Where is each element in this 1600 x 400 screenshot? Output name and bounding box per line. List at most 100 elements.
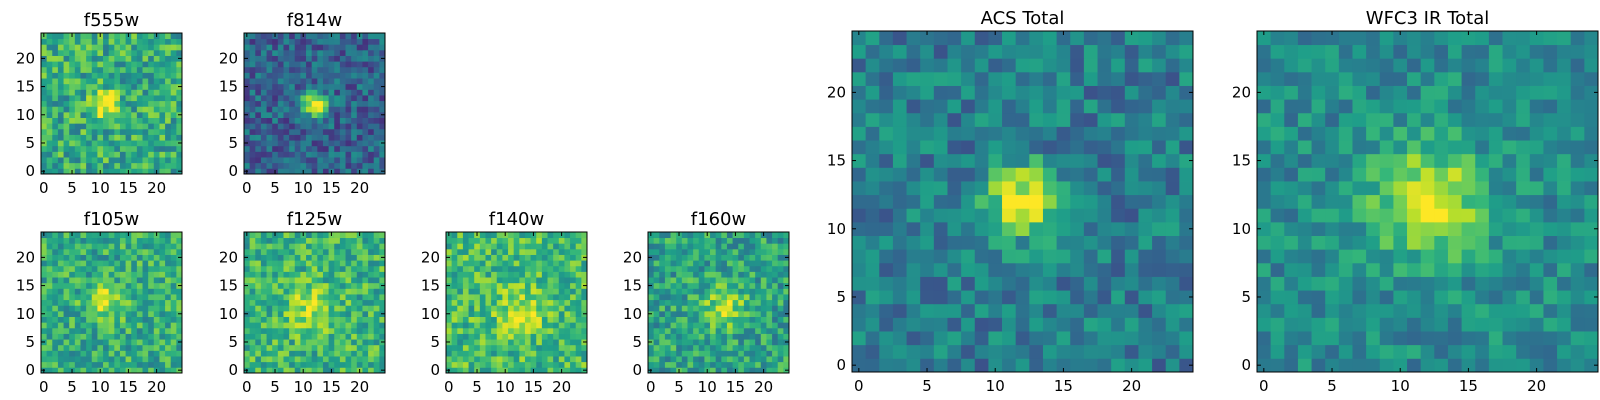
heatmap-cell [670,305,677,312]
heatmap-cell [46,117,53,124]
heatmap-cell [249,145,256,152]
heatmap-cell [496,260,503,267]
heatmap-cell [1516,344,1531,359]
heatmap-cell [131,140,138,147]
heatmap-cell [687,299,694,306]
heatmap-cell [306,106,313,113]
heatmap-cell [136,106,143,113]
heatmap-cell [97,237,104,244]
heatmap-cell [153,49,160,56]
heatmap-cell [57,128,64,135]
heatmap-cell [1529,303,1544,318]
heatmap-cell [508,350,515,357]
heatmap-cell [732,344,739,351]
heatmap-cell [63,145,70,152]
heatmap-cell [715,260,722,267]
heatmap-cell [136,237,143,244]
heatmap-cell [541,316,548,323]
heatmap-cell [755,232,762,239]
heatmap-cell [961,126,976,141]
heatmap-cell [300,265,307,272]
heatmap-cell [704,350,711,357]
heatmap-cell [659,305,666,312]
heatmap-cell [294,305,301,312]
heatmap-cell [125,78,132,85]
heatmap-cell [165,89,172,96]
heatmap-cell [474,288,481,295]
heatmap-cell [648,344,655,351]
heatmap-cell [664,356,671,363]
heatmap-cell [451,248,458,255]
heatmap-cell [961,194,976,209]
heatmap-cell [306,243,313,250]
heatmap-cell [108,248,115,255]
heatmap-cell [852,208,867,223]
heatmap-cell [451,254,458,261]
heatmap-cell [468,232,475,239]
heatmap-cell [97,350,104,357]
heatmap-cell [502,322,509,329]
heatmap-cell [468,356,475,363]
heatmap-cell [255,140,262,147]
heatmap-cell [125,356,132,363]
heatmap-cell [687,316,694,323]
heatmap-cell [1488,221,1503,236]
heatmap-cell [653,327,660,334]
heatmap-cell [125,322,132,329]
heatmap-cell [306,271,313,278]
heatmap-cell [710,344,717,351]
heatmap-cell [52,327,59,334]
heatmap-cell [69,294,76,301]
heatmap-cell [108,288,115,295]
heatmap-cell [339,271,346,278]
heatmap-cell [1111,303,1126,318]
x-tick-label: 15 [726,378,745,396]
y-tick-label: 15 [16,277,35,295]
heatmap-cell [379,305,386,312]
heatmap-cell [114,117,121,124]
heatmap-cell [131,95,138,102]
heatmap-cell [103,111,110,118]
heatmap-cell [1179,85,1194,100]
heatmap-cell [283,361,290,368]
heatmap-cell [530,277,537,284]
heatmap-cell [300,61,307,68]
heatmap-cell [334,145,341,152]
heatmap-cell [1516,358,1531,373]
heatmap-cell [491,367,498,374]
heatmap-cell [249,106,256,113]
heatmap-cell [676,277,683,284]
heatmap-cell [300,145,307,152]
heatmap-cell [693,237,700,244]
heatmap-cell [892,331,907,346]
heatmap-cell [91,78,98,85]
heatmap-cell [153,294,160,301]
heatmap-cell [726,356,733,363]
heatmap-cell [69,117,76,124]
heatmap-cell [653,254,660,261]
heatmap-cell [743,254,750,261]
heatmap-cell [379,33,386,40]
heatmap-cell [362,271,369,278]
heatmap-cell [368,111,375,118]
heatmap-cell [159,134,166,141]
heatmap-cell [653,339,660,346]
heatmap-cell [103,339,110,346]
heatmap-cell [715,344,722,351]
heatmap-cell [575,288,582,295]
heatmap-cell [1002,249,1017,264]
heatmap-cell [670,350,677,357]
heatmap-cell [339,361,346,368]
heatmap-cell [698,333,705,340]
heatmap-cell [351,248,358,255]
heatmap-cell [41,134,48,141]
heatmap-cell [266,305,273,312]
heatmap-cell [553,299,560,306]
heatmap-cell [52,44,59,51]
heatmap-cell [368,168,375,175]
x-tick-label: 15 [119,378,138,396]
heatmap-cell [379,66,386,73]
heatmap-cell [1543,262,1558,277]
heatmap-cell [1352,303,1367,318]
heatmap-cell [513,248,520,255]
